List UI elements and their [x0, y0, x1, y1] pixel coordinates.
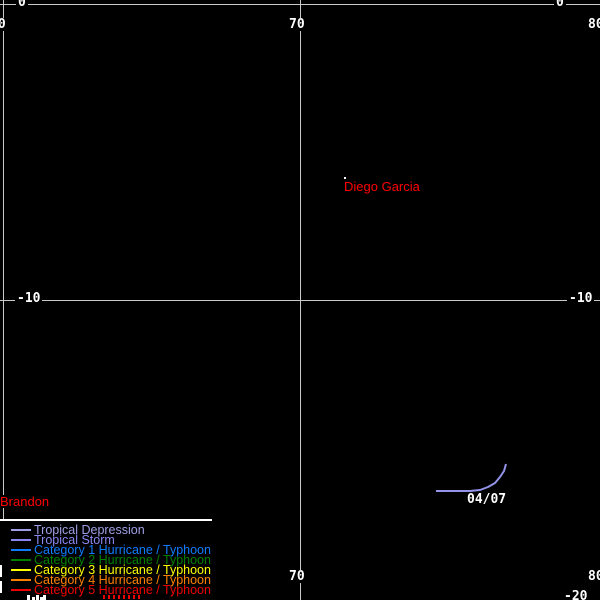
clipped-mark	[40, 597, 43, 600]
legend-label: Category 3 Hurricane / Typhoon	[34, 563, 211, 577]
clipped-mark	[113, 595, 115, 599]
clipped-mark	[138, 595, 140, 599]
clipped-mark	[123, 595, 125, 599]
clipped-mark	[0, 565, 2, 577]
tick-lon-80-top: 80	[586, 18, 600, 31]
tick-lat-10-left: -10	[15, 291, 43, 306]
legend-row: Category 4 Hurricane / Typhoon	[0, 573, 212, 587]
place-label-brandon: Brandon	[0, 494, 50, 509]
tick-lat-0-right: 0	[554, 0, 566, 9]
legend-swatch	[11, 569, 31, 571]
legend-row: Category 5 Hurricane / Typhoon	[0, 583, 212, 597]
legend-row: Category 3 Hurricane / Typhoon	[0, 563, 212, 577]
tick-lon-70-top: 70	[287, 17, 307, 32]
clipped-mark	[128, 595, 130, 599]
tick-lat-20-right: -20	[562, 590, 590, 600]
clipped-mark	[0, 581, 2, 593]
tick-lat-10-right: -10	[567, 291, 595, 306]
clipped-mark	[27, 595, 30, 600]
legend-row: Category 1 Hurricane / Typhoon	[0, 543, 212, 557]
legend-row: Category 2 Hurricane / Typhoon	[0, 553, 212, 567]
legend-label: Category 5 Hurricane / Typhoon	[34, 583, 211, 597]
gridline-lon-70	[300, 0, 301, 600]
gridline-lon-60	[3, 0, 4, 600]
legend-swatch	[11, 539, 31, 541]
clipped-mark	[43, 595, 46, 600]
legend-label: Tropical Storm	[34, 533, 115, 547]
legend-swatch	[11, 579, 31, 581]
tick-lon-60-top: 60	[0, 18, 8, 31]
legend-swatch	[11, 529, 31, 531]
clipped-mark	[36, 595, 39, 600]
legend-row: Tropical Depression	[0, 523, 212, 537]
legend-label: Category 1 Hurricane / Typhoon	[34, 543, 211, 557]
legend-swatch	[11, 549, 31, 551]
diego-garcia-dot	[344, 177, 346, 179]
tick-lat-0-left: 0	[16, 0, 28, 9]
legend-label: Tropical Depression	[34, 523, 145, 537]
legend-label: Category 4 Hurricane / Typhoon	[34, 573, 211, 587]
track-date-label: 04/07	[467, 492, 507, 507]
clipped-mark	[108, 595, 110, 599]
legend: Tropical Depression Tropical Storm Categor…	[0, 519, 212, 600]
legend-swatch	[11, 589, 31, 591]
clipped-mark	[32, 597, 35, 600]
storm-track-line	[436, 463, 507, 492]
tick-lon-70-bottom: 70	[287, 569, 307, 584]
tick-lon-80-bottom: 80	[586, 570, 600, 583]
place-label-diego-garcia: Diego Garcia	[344, 179, 420, 194]
clipped-mark	[133, 595, 135, 599]
legend-row: Tropical Storm	[0, 533, 212, 547]
legend-swatch	[11, 559, 31, 561]
clipped-mark	[103, 595, 105, 599]
legend-items: Tropical Depression Tropical Storm Categor…	[0, 523, 212, 597]
clipped-mark	[118, 595, 120, 599]
legend-label: Category 2 Hurricane / Typhoon	[34, 553, 211, 567]
